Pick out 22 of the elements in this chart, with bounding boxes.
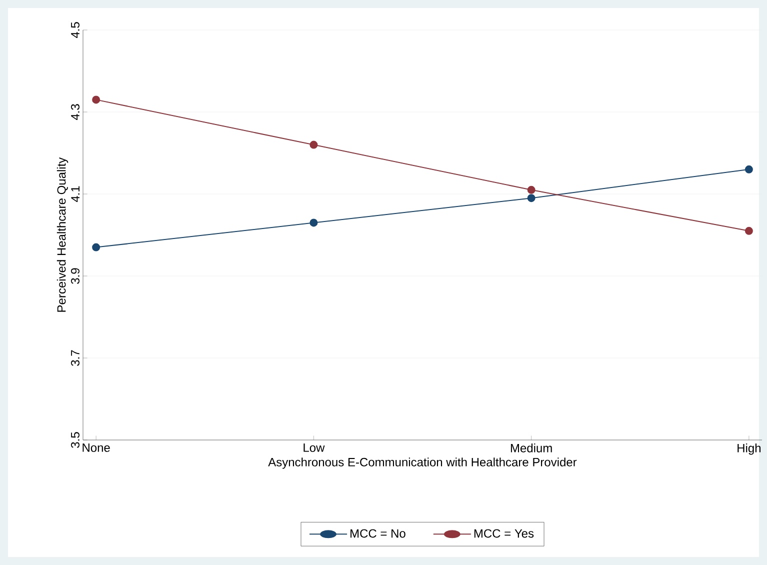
y-tick-label: 4.1 — [71, 186, 80, 202]
y-tick-label: 3.5 — [70, 432, 80, 448]
legend-label: MCC = No — [350, 529, 406, 538]
y-tick-label: 4.3 — [70, 104, 80, 120]
x-tick-label: High — [738, 444, 761, 455]
x-tick-label: Medium — [510, 444, 552, 452]
point — [744, 226, 753, 235]
point — [92, 243, 100, 252]
y-tick-label: 3.9 — [70, 268, 80, 284]
legend-label: MCC = Yes — [474, 529, 534, 538]
point — [310, 140, 318, 149]
point — [92, 96, 100, 104]
x-axis-title: Asynchronous E-Communication with Healthcare Provider — [268, 458, 577, 469]
x-tick-label: None — [82, 444, 110, 452]
point — [527, 194, 536, 202]
y-tick-label: 4.5 — [71, 22, 80, 38]
y-tick-label: 3.7 — [70, 350, 80, 366]
x-tick-label: Low — [304, 444, 325, 452]
point — [744, 165, 753, 174]
y-axis-title: Perceived Healthcare Quality — [56, 157, 68, 312]
point — [310, 218, 318, 227]
point — [527, 186, 536, 194]
